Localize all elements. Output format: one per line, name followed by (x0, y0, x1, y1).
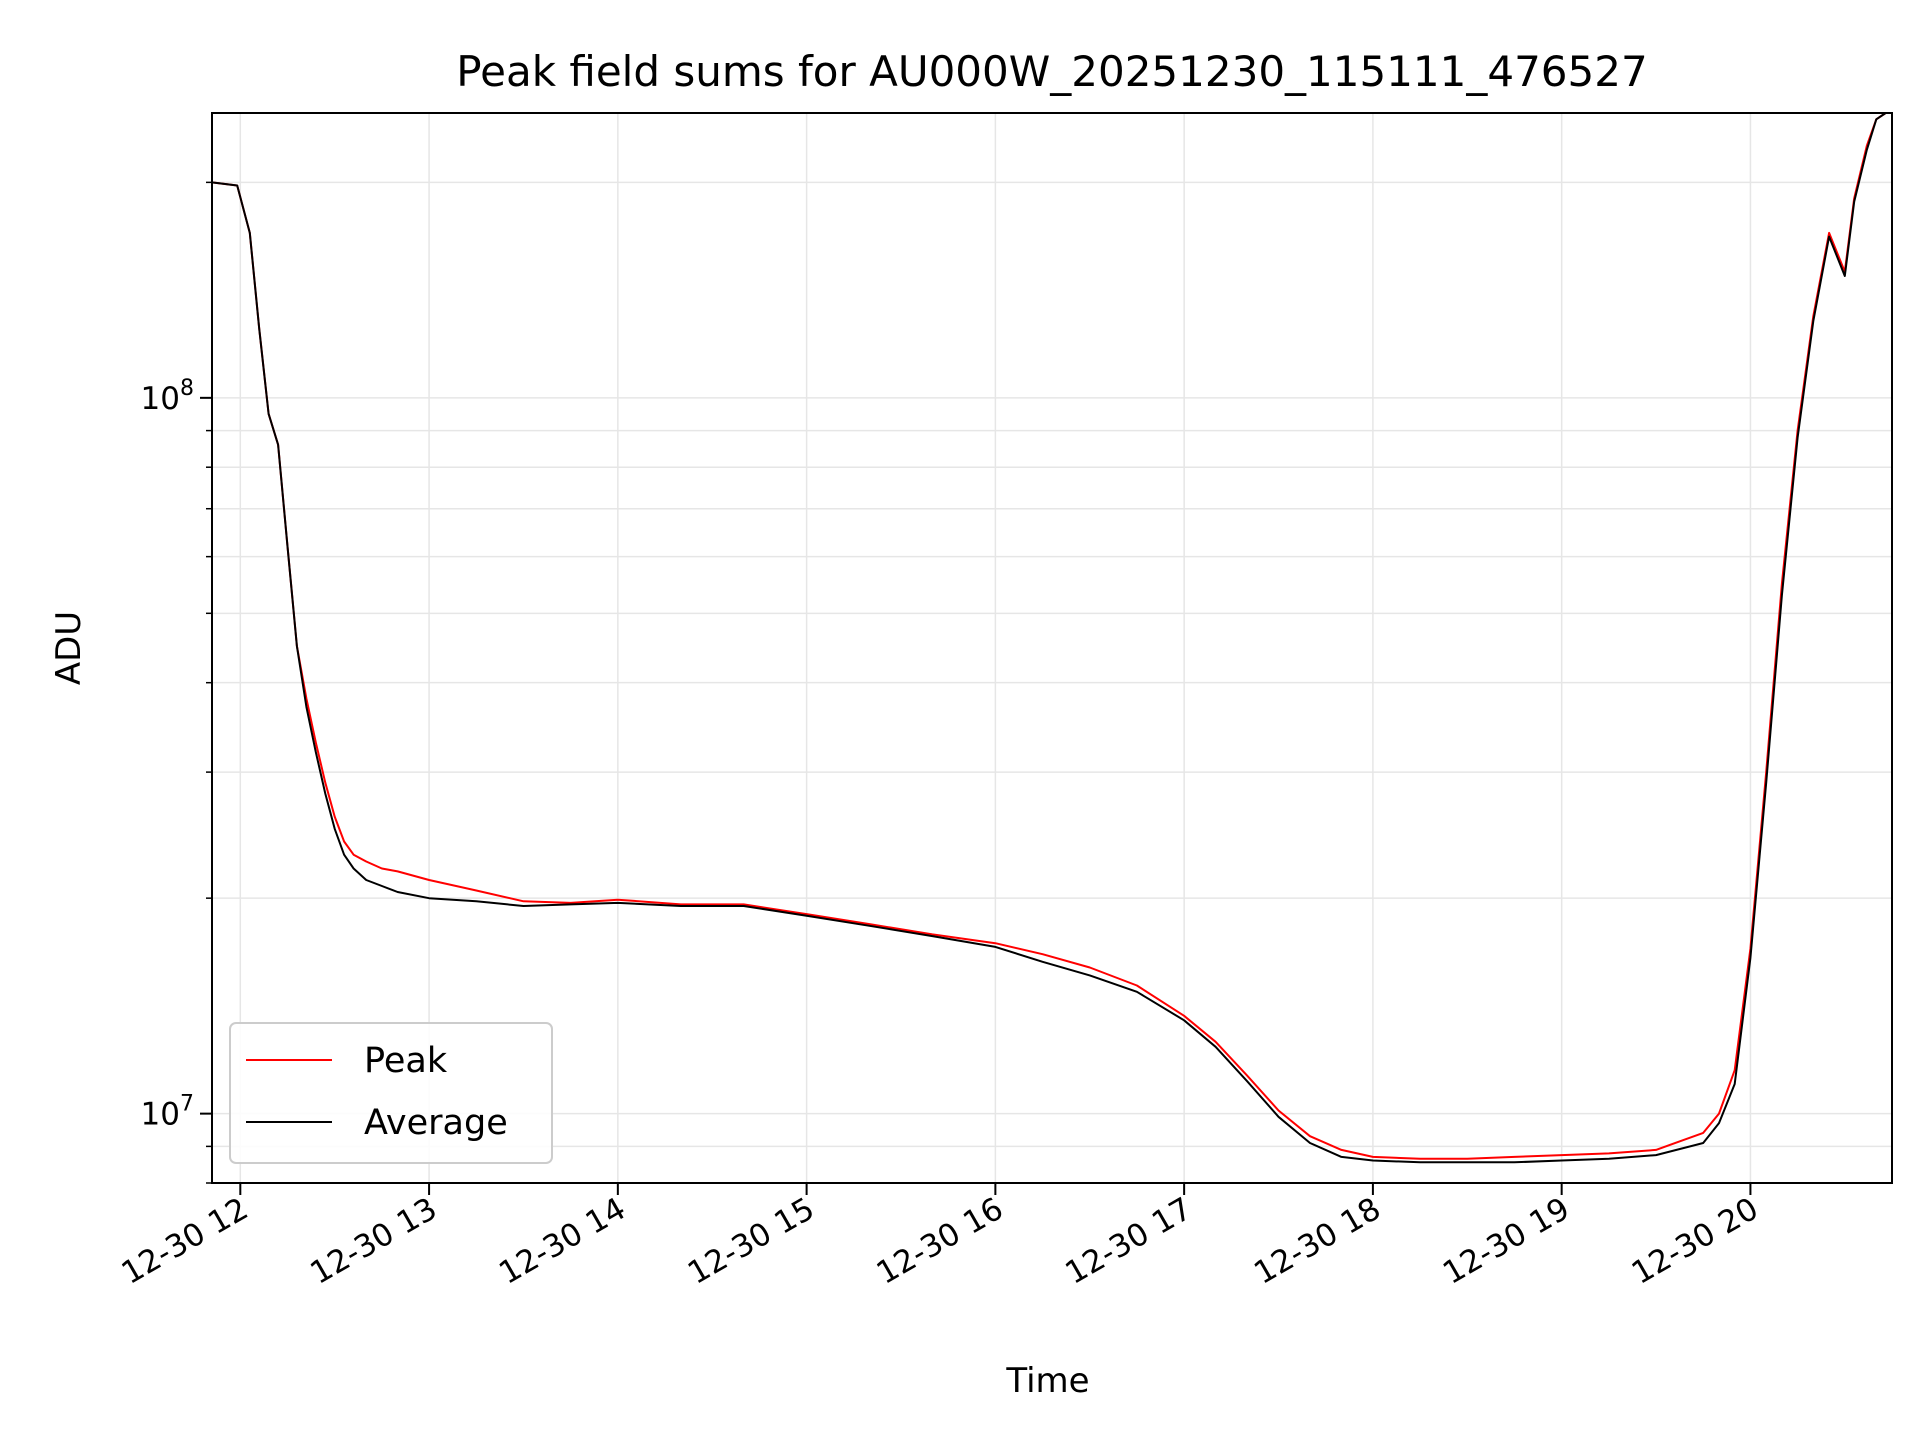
y-tick-label-1: 108 (141, 376, 194, 417)
legend-label-peak: Peak (364, 1041, 448, 1081)
legend-label-average: Average (364, 1103, 508, 1143)
series-layer (211, 112, 1887, 1164)
legend-box (229, 1022, 553, 1164)
chart-title: Peak field sums for AU000W_20251230_1151… (456, 47, 1647, 96)
series-line-average (211, 112, 1887, 1164)
y-tick-label-0: 107 (141, 1092, 194, 1133)
legend: Peak Average (229, 1022, 553, 1164)
x-axis-label: Time (1005, 1361, 1089, 1401)
y-ticks: 107 108 (141, 181, 212, 1184)
plot-frame (211, 112, 1893, 1184)
y-axis-label: ADU (49, 611, 89, 685)
